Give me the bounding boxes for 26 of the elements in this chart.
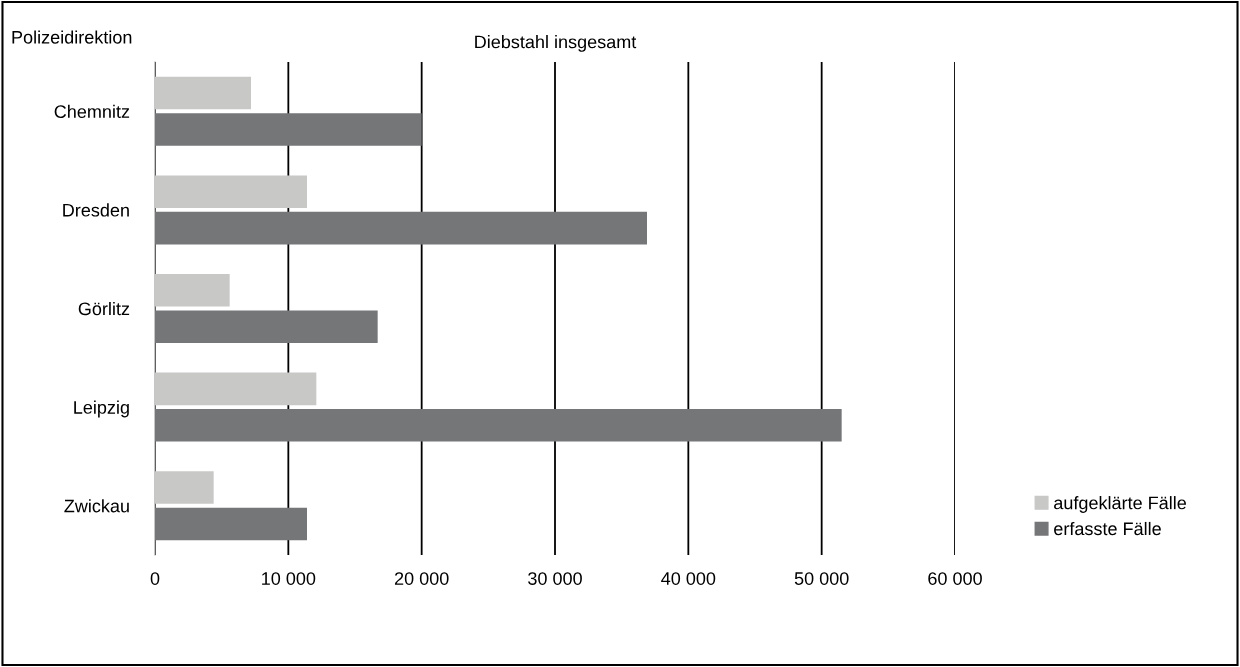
bar	[155, 113, 422, 146]
x-tick-label: 0	[150, 572, 160, 585]
bar	[155, 310, 378, 344]
legend-label: erfasste Fälle	[1054, 521, 1161, 536]
bar	[155, 409, 842, 442]
y-tick-label: Görlitz	[78, 301, 130, 316]
x-tick-label: 50 000	[794, 572, 849, 585]
bar	[155, 211, 647, 245]
x-tick-label: 10 000	[262, 572, 316, 585]
x-tick-label: 30 000	[528, 572, 582, 585]
bar	[155, 507, 307, 541]
bar	[155, 175, 307, 208]
bar	[155, 273, 230, 307]
y-tick-label: Dresden	[63, 203, 129, 217]
bar	[155, 372, 317, 406]
y-axis-title: Polizeidirektion	[12, 30, 132, 44]
legend-label: aufgeklärte Fälle	[1054, 496, 1186, 513]
x-tick-label: 60 000	[928, 572, 982, 585]
bar	[155, 76, 251, 110]
x-tick-label: 20 000	[394, 572, 449, 585]
bar	[155, 471, 214, 504]
y-tick-label: Chemnitz	[54, 104, 130, 119]
y-tick-label: Leipzig	[74, 400, 129, 418]
chart-title: Diebstahl insgesamt	[475, 35, 637, 52]
y-tick-label: Zwickau	[64, 499, 129, 513]
x-tick-label: 40 000	[661, 572, 716, 585]
